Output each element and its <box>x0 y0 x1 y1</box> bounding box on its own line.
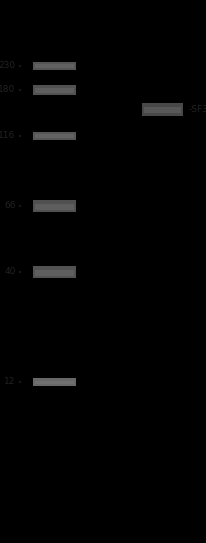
Bar <box>35 270 74 276</box>
Text: 12: 12 <box>4 377 15 387</box>
Bar <box>33 62 76 70</box>
Bar <box>33 378 76 386</box>
Bar <box>35 65 74 68</box>
Bar <box>142 103 183 116</box>
Text: 180: 180 <box>0 85 15 94</box>
Bar <box>144 106 181 113</box>
Text: 40: 40 <box>4 268 15 276</box>
Text: -SF3B2: -SF3B2 <box>188 105 206 113</box>
Bar <box>35 88 74 93</box>
Bar <box>33 85 76 95</box>
Bar <box>33 200 76 212</box>
Text: 116: 116 <box>0 131 15 141</box>
Bar <box>35 204 74 210</box>
Bar <box>33 132 76 140</box>
Text: 230: 230 <box>0 61 15 71</box>
Text: 66: 66 <box>4 201 15 211</box>
Bar <box>35 381 74 384</box>
Bar <box>35 135 74 138</box>
Bar <box>33 266 76 278</box>
